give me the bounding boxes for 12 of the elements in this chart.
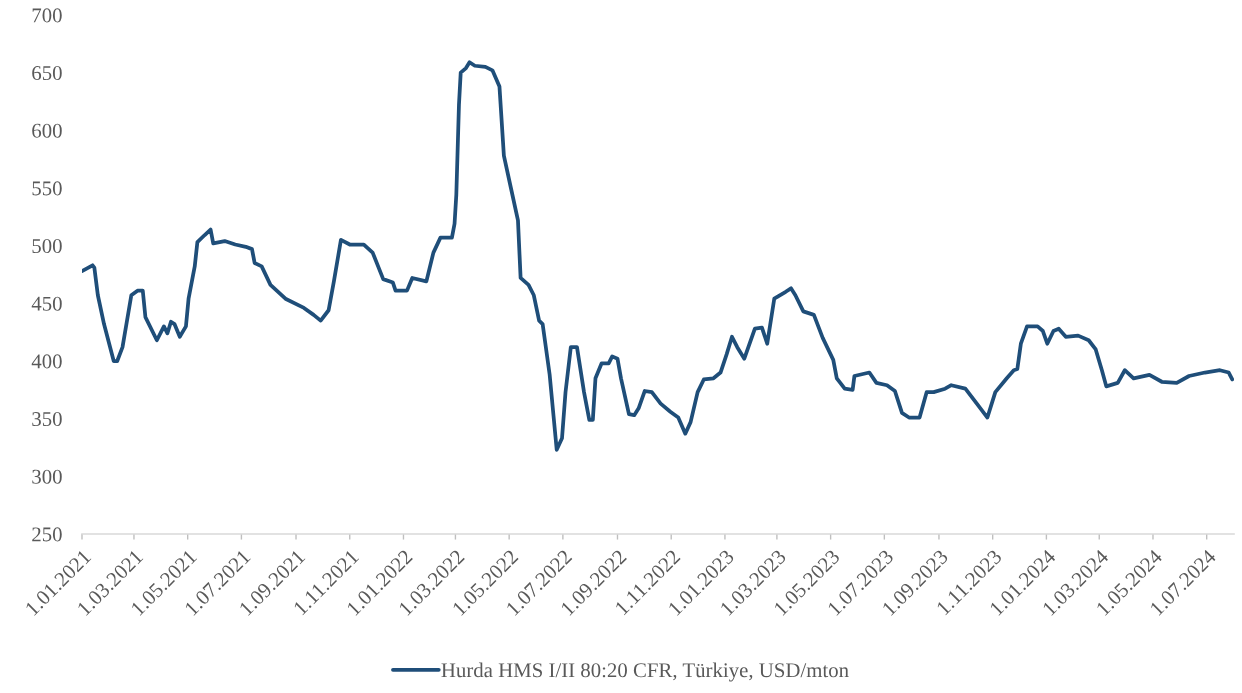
line-series — [82, 60, 1234, 452]
y-tick-label: 450 — [31, 296, 62, 311]
y-tick-label: 300 — [32, 469, 62, 484]
y-tick-label: 600 — [32, 123, 62, 138]
y-tick-label: 250 — [32, 527, 62, 542]
y-tick-label: 700 — [32, 8, 62, 23]
legend-label: Hurda HMS I/II 80:20 CFR, Türkiye, USD/mton — [441, 662, 849, 682]
y-tick-label: 650 — [32, 66, 62, 81]
y-tick-label: 350 — [32, 412, 62, 427]
y-tick-label: 400 — [31, 354, 62, 369]
y-tick-label: 550 — [32, 181, 62, 196]
y-tick-label: 500 — [32, 239, 62, 254]
